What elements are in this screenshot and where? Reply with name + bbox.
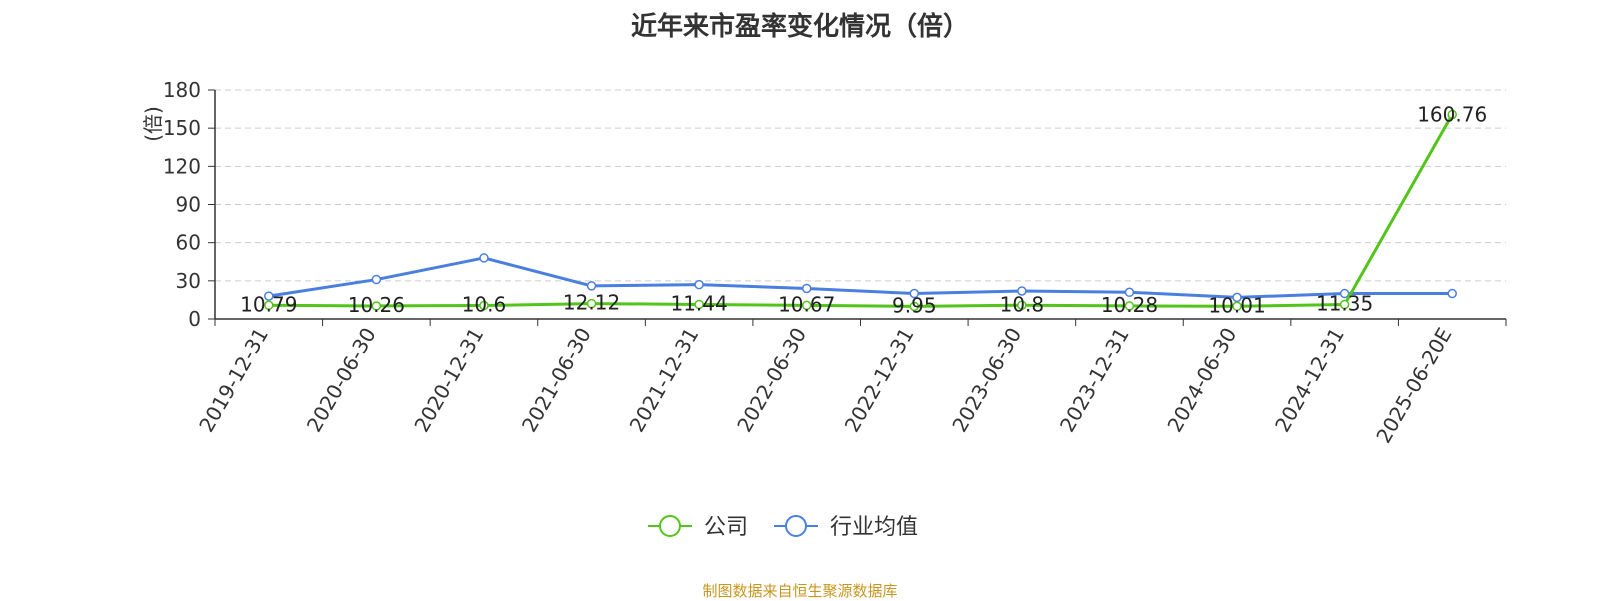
x-tick-label: 2025-06-20E bbox=[1371, 324, 1456, 448]
data-label: 10.01 bbox=[1208, 293, 1265, 317]
data-point bbox=[909, 288, 920, 299]
data-point bbox=[909, 301, 920, 312]
source-note: 制图数据来自恒生聚源数据库 bbox=[702, 582, 898, 600]
y-axis-ticks: 0 30 60 90 120 150 180 bbox=[163, 78, 215, 331]
data-point bbox=[1124, 287, 1135, 298]
data-label: 12.12 bbox=[563, 291, 620, 315]
data-point bbox=[1339, 299, 1350, 310]
series-line bbox=[268, 256, 1453, 299]
x-tick-label: 2020-06-30 bbox=[302, 324, 381, 437]
data-point bbox=[694, 279, 704, 290]
legend: 公司 行业均值 bbox=[648, 515, 918, 540]
y-tick-label: 60 bbox=[176, 231, 201, 255]
x-tick-label: 2022-06-30 bbox=[732, 324, 811, 437]
y-tick-label: 150 bbox=[163, 116, 201, 140]
legend-marker bbox=[785, 515, 807, 537]
y-axis-label: (倍) bbox=[141, 106, 165, 142]
data-point bbox=[1339, 288, 1350, 299]
data-label: 10.8 bbox=[1000, 292, 1045, 316]
data-point bbox=[1017, 300, 1027, 311]
chart-title: 近年来市盈率变化情况（倍） bbox=[630, 12, 969, 42]
data-label: 10.79 bbox=[240, 292, 297, 316]
data-label: 160.76 bbox=[1417, 102, 1487, 126]
y-tick-label: 120 bbox=[163, 154, 201, 178]
x-tick-label: 2022-12-31 bbox=[840, 324, 919, 437]
legend-label-company: 公司 bbox=[704, 515, 748, 540]
series-line bbox=[268, 113, 1454, 308]
x-tick-label: 2023-06-30 bbox=[947, 324, 1026, 437]
data-point bbox=[1447, 288, 1457, 299]
data-point bbox=[801, 300, 812, 311]
data-point bbox=[479, 253, 489, 263]
data-point bbox=[586, 281, 597, 291]
data-label: 10.26 bbox=[348, 293, 405, 317]
data-point bbox=[1124, 301, 1135, 311]
data-label: 10.28 bbox=[1101, 293, 1158, 317]
x-tick-label: 2024-12-31 bbox=[1270, 324, 1349, 437]
legend-marker bbox=[659, 515, 681, 537]
data-point bbox=[371, 274, 382, 285]
data-label: 11.35 bbox=[1316, 292, 1373, 316]
y-tick-label: 180 bbox=[163, 78, 201, 102]
x-tick-label: 2020-12-31 bbox=[409, 324, 488, 437]
data-point bbox=[1447, 109, 1457, 120]
legend-label-industry: 行业均值 bbox=[830, 515, 918, 540]
data-label: 11.44 bbox=[670, 291, 727, 315]
data-labels: 10.79 10.26 10.6 12.12 11.44 10.67 9.95 10.8 10.… bbox=[240, 102, 1487, 317]
data-point bbox=[586, 298, 597, 309]
data-point bbox=[264, 291, 274, 301]
data-label: 10.67 bbox=[778, 292, 835, 316]
x-tick-label: 2021-12-31 bbox=[625, 324, 704, 437]
x-tick-label: 2019-12-31 bbox=[194, 324, 273, 437]
y-tick-label: 0 bbox=[188, 307, 201, 331]
x-tick-label: 2021-06-30 bbox=[517, 324, 596, 437]
data-point bbox=[801, 283, 812, 294]
series-lines bbox=[264, 109, 1457, 312]
data-label: 10.6 bbox=[462, 293, 507, 317]
x-tick-label: 2024-06-30 bbox=[1162, 324, 1241, 437]
data-point bbox=[1017, 286, 1027, 296]
data-point bbox=[371, 301, 382, 311]
data-point bbox=[694, 299, 704, 310]
data-label: 9.95 bbox=[892, 293, 937, 317]
grid-lines bbox=[215, 89, 1506, 282]
data-point bbox=[479, 300, 489, 311]
data-point bbox=[1232, 292, 1242, 303]
x-tick-label: 2023-12-31 bbox=[1055, 324, 1134, 437]
data-point bbox=[264, 300, 274, 311]
y-tick-label: 30 bbox=[176, 269, 201, 293]
x-axis: 2019-12-31 2020-06-30 2020-12-31 2021-06-30… bbox=[194, 90, 1507, 448]
y-tick-label: 90 bbox=[176, 193, 201, 217]
data-point bbox=[1232, 301, 1242, 312]
